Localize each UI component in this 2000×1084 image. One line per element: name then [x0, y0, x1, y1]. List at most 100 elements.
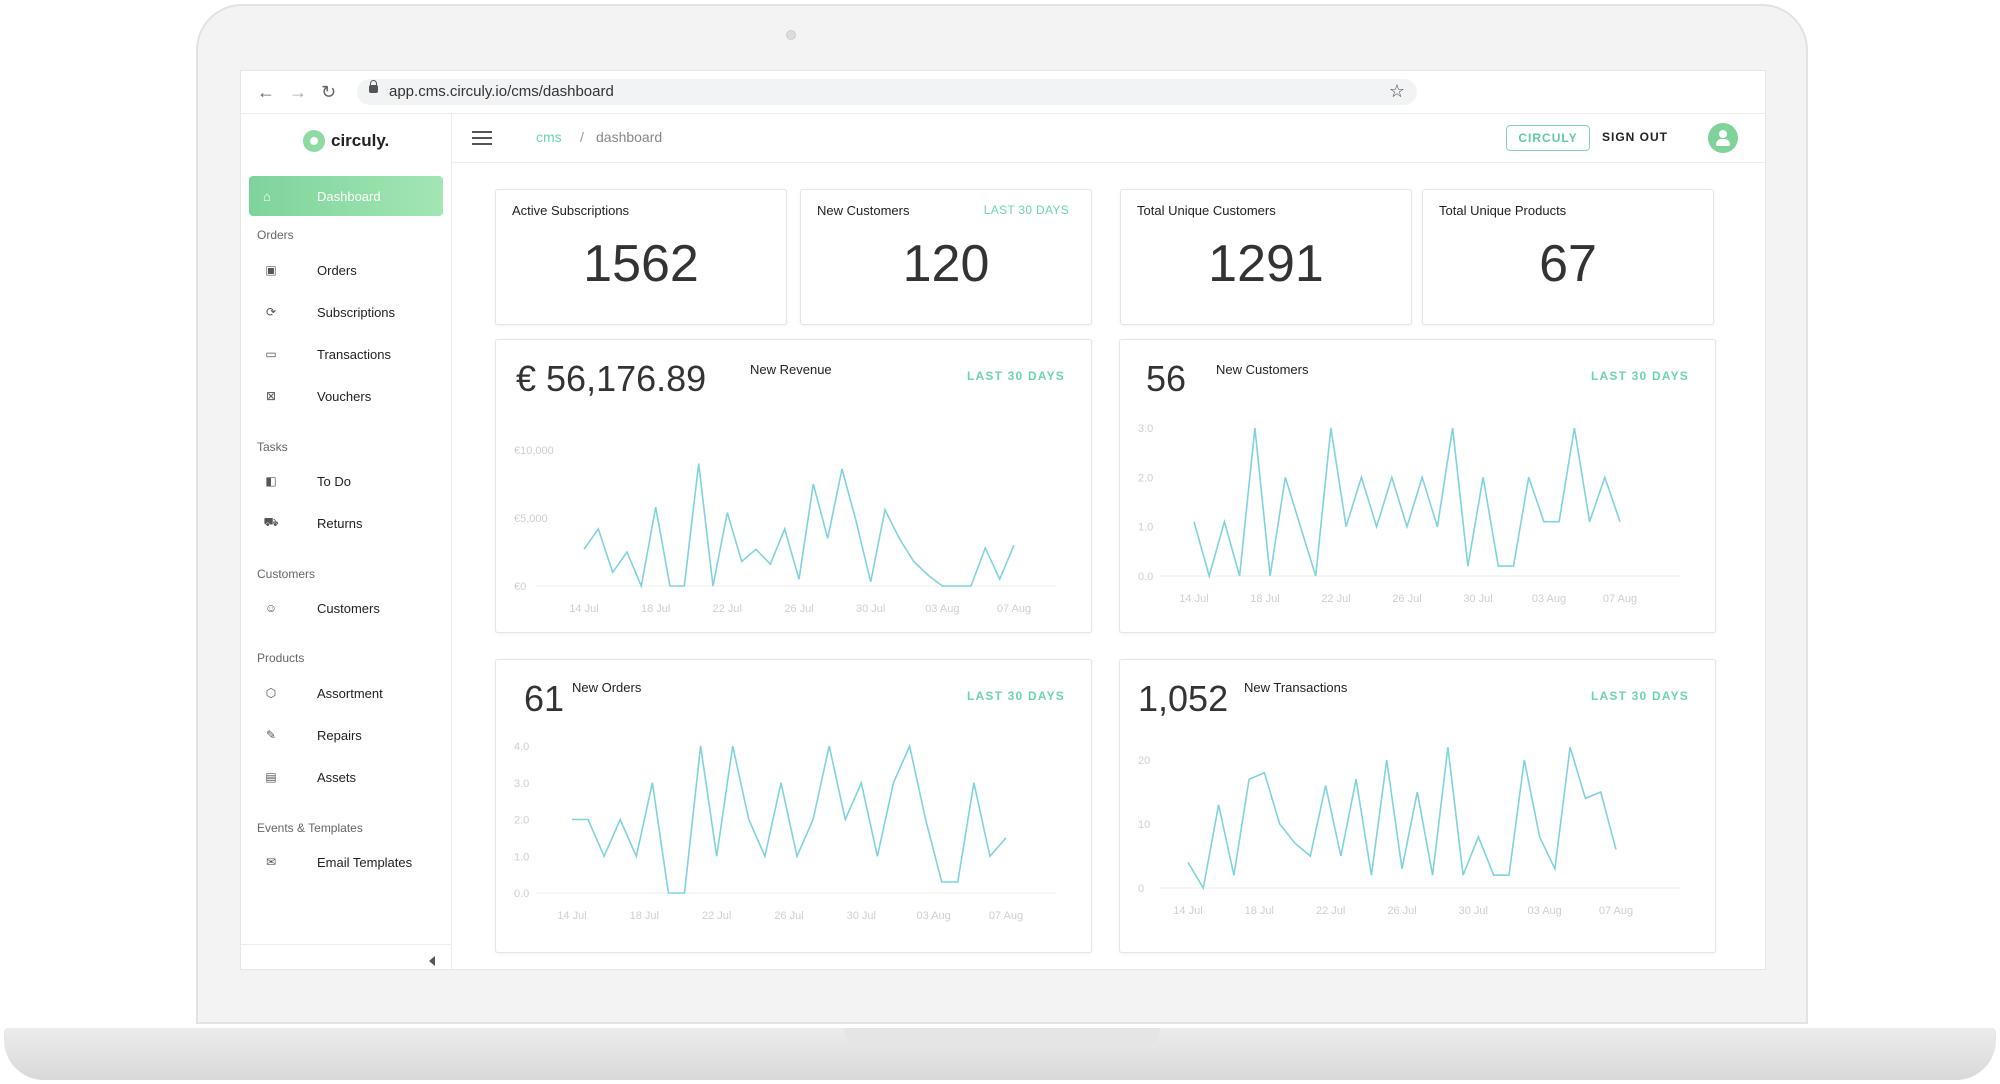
archive-icon: ▤: [265, 770, 277, 784]
collapse-sidebar-icon[interactable]: [429, 956, 435, 966]
x-tick-label: 07 Aug: [997, 603, 1031, 615]
stat-title: New Customers: [817, 203, 910, 218]
x-tick-label: 07 Aug: [1603, 593, 1637, 605]
sidebar-item-transactions[interactable]: ▭ Transactions: [249, 339, 443, 369]
sidebar-item-dashboard[interactable]: ⌂ Dashboard: [249, 176, 443, 216]
x-tick-label: 07 Aug: [1599, 905, 1633, 917]
chart-big-value: 1,052: [1138, 678, 1229, 719]
x-tick-label: 14 Jul: [569, 603, 598, 615]
address-bar[interactable]: app.cms.circuly.io/cms/dashboard ☆: [357, 79, 1417, 105]
logo[interactable]: circuly.: [303, 128, 389, 154]
ticket-icon: ⊠: [265, 389, 277, 403]
avatar[interactable]: [1708, 123, 1738, 153]
sidebar-item-returns[interactable]: ⛟ Returns: [249, 508, 443, 538]
y-tick-label: 3.0: [514, 778, 529, 790]
chart-label: New Revenue: [750, 362, 832, 377]
x-tick-label: 03 Aug: [1528, 905, 1562, 917]
screen: ← → ↻ app.cms.circuly.io/cms/dashboard ☆…: [240, 70, 1766, 970]
circuly-button[interactable]: CIRCULY: [1506, 125, 1590, 151]
url-text: app.cms.circuly.io/cms/dashboard: [389, 83, 614, 100]
stat-title: Active Subscriptions: [512, 203, 630, 218]
x-tick-label: 26 Jul: [1387, 905, 1416, 917]
hamburger-menu-icon[interactable]: [472, 131, 492, 145]
logo-mark-icon: [303, 130, 325, 152]
chart-plot: 4.0 3.0 2.0 1.0 0.0 14 Jul 18 Jul 22 Jul 26 Jul 3…: [514, 741, 1056, 922]
shopping-bag-icon: ▣: [265, 263, 277, 277]
chart-card-new-orders: 61 New Orders LAST 30 DAYS 4.0 3.0 2.0 1.0 0…: [495, 659, 1092, 953]
x-tick-label: 03 Aug: [917, 910, 951, 922]
stat-card-total-unique-customers: Total Unique Customers 1291: [1120, 189, 1412, 325]
lock-icon: [369, 80, 378, 93]
sidebar-item-assets[interactable]: ▤ Assets: [249, 762, 443, 792]
logo-text: circuly.: [331, 131, 390, 150]
sidebar-item-customers[interactable]: ☺ Customers: [249, 593, 443, 623]
breadcrumb-cms[interactable]: cms: [536, 129, 562, 145]
section-title-events-templates: Events & Templates: [257, 821, 363, 835]
x-tick-label: 22 Jul: [1321, 593, 1350, 605]
back-arrow-icon[interactable]: ←: [257, 82, 275, 102]
x-tick-label: 03 Aug: [1532, 593, 1566, 605]
y-tick-label: €0: [514, 581, 526, 593]
breadcrumb-separator: /: [580, 129, 584, 145]
series-line: [583, 463, 1015, 589]
chart-big-value: 56: [1146, 358, 1187, 399]
y-tick-label: 4.0: [514, 741, 529, 753]
stat-value: 120: [902, 235, 990, 293]
y-tick-label: 10: [1138, 819, 1150, 831]
y-tick-label: 0.0: [1138, 571, 1153, 583]
chart-card-new-customers: 56 New Customers LAST 30 DAYS 3.0 2.0 1.0 0…: [1119, 339, 1716, 633]
sidebar-item-repairs[interactable]: ✎ Repairs: [249, 720, 443, 750]
chart-plot: €10,000 €5,000 €0 14 Jul 18 Jul 22 Jul 26 Jul 3…: [514, 445, 1056, 615]
star-icon[interactable]: ☆: [1388, 81, 1405, 101]
stat-card-new-customers: New Customers LAST 30 DAYS 120: [800, 189, 1092, 325]
x-tick-label: 14 Jul: [1179, 593, 1208, 605]
sign-out-button[interactable]: SIGN OUT: [1602, 130, 1669, 144]
chart-period-badge: LAST 30 DAYS: [967, 369, 1065, 383]
y-tick-label: 3.0: [1138, 423, 1153, 435]
users-icon: ☺: [264, 601, 278, 615]
sidebar-divider: [241, 944, 451, 945]
section-title-products: Products: [257, 651, 305, 665]
sidebar-item-to-do[interactable]: ◧ To Do: [249, 466, 443, 496]
sidebar-item-assortment[interactable]: ⬡ Assortment: [249, 678, 443, 708]
sidebar-item-label: Returns: [317, 515, 363, 531]
chart-label: New Transactions: [1244, 680, 1348, 695]
x-tick-label: 26 Jul: [1392, 593, 1421, 605]
chart-period-badge: LAST 30 DAYS: [967, 689, 1065, 703]
chart-big-value: € 56,176.89: [516, 358, 707, 399]
sidebar-item-label: Customers: [317, 600, 380, 616]
credit-card-icon: ▭: [265, 347, 277, 361]
series-line: [1187, 746, 1617, 891]
section-title-tasks: Tasks: [257, 440, 288, 454]
y-tick-label: 0.0: [514, 888, 529, 900]
chart-label: New Customers: [1216, 362, 1309, 377]
x-tick-label: 18 Jul: [1250, 593, 1279, 605]
sidebar-item-email-templates[interactable]: ✉ Email Templates: [249, 847, 443, 877]
sidebar-item-subscriptions[interactable]: ⟳ Subscriptions: [249, 297, 443, 327]
box-icon: ⬡: [265, 686, 277, 700]
sidebar-item-label: Repairs: [317, 727, 362, 743]
x-tick-label: 22 Jul: [702, 910, 731, 922]
x-tick-label: 18 Jul: [1245, 905, 1274, 917]
x-tick-label: 03 Aug: [925, 603, 959, 615]
series-line: [1193, 427, 1621, 579]
home-icon: ⌂: [263, 188, 271, 204]
x-tick-label: 22 Jul: [713, 603, 742, 615]
reload-icon[interactable]: ↻: [321, 82, 337, 102]
sidebar-item-orders[interactable]: ▣ Orders: [249, 255, 443, 285]
x-tick-label: 30 Jul: [856, 603, 885, 615]
breadcrumb-dashboard: dashboard: [596, 129, 663, 145]
y-tick-label: €10,000: [514, 445, 554, 457]
section-title-customers: Customers: [257, 567, 316, 581]
chart-card-new-revenue: € 56,176.89 New Revenue LAST 30 DAYS €10…: [495, 339, 1092, 633]
sidebar-item-vouchers[interactable]: ⊠ Vouchers: [249, 381, 443, 411]
stat-title: Total Unique Customers: [1137, 203, 1276, 218]
kanban-icon: ◧: [265, 474, 277, 488]
x-tick-label: 14 Jul: [1173, 905, 1202, 917]
chart-plot: 3.0 2.0 1.0 0.0 14 Jul 18 Jul 22 Jul 26 Jul 30 J…: [1138, 423, 1680, 605]
laptop-notch: [844, 1028, 1160, 1048]
x-tick-label: 22 Jul: [1316, 905, 1345, 917]
forward-arrow-icon[interactable]: →: [289, 82, 307, 102]
x-tick-label: 30 Jul: [847, 910, 876, 922]
sidebar-item-label: Vouchers: [317, 388, 372, 404]
